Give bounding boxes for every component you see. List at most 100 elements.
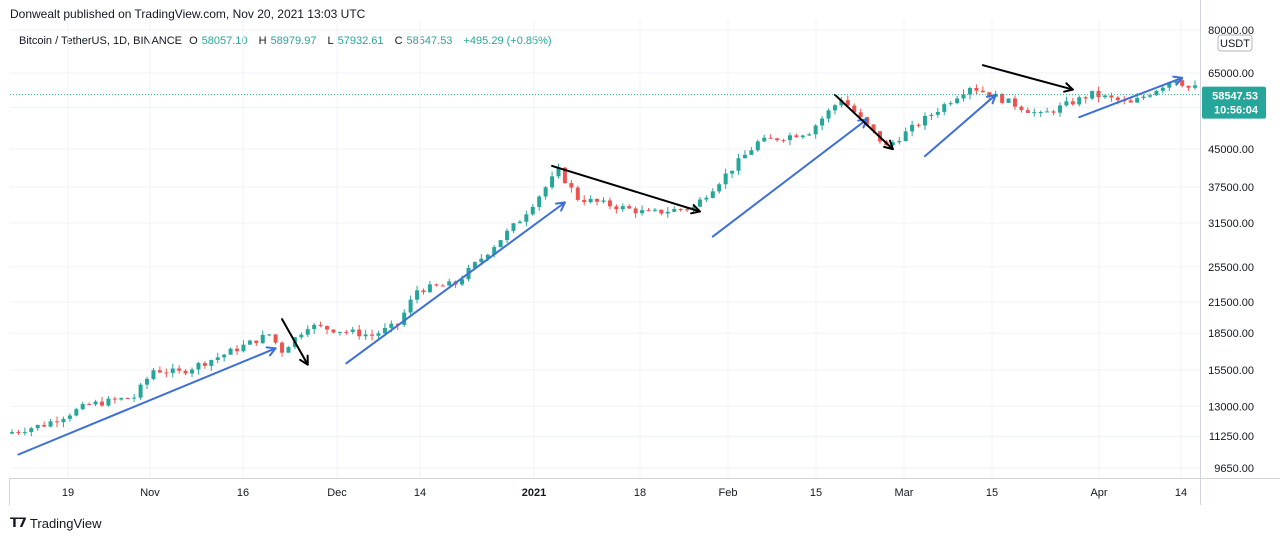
symbol-legend: Bitcoin / TetherUS, 1D, BINANCE O 58057.1… — [19, 35, 556, 47]
ohlc-low: L 57932.61 — [327, 35, 384, 47]
symbol-name[interactable]: Bitcoin / TetherUS, 1D, BINANCE — [19, 35, 183, 47]
candle-body — [1096, 90, 1101, 98]
candle-body — [363, 334, 368, 337]
candle-body — [839, 100, 844, 106]
candle-body — [575, 187, 580, 200]
candle-body — [337, 331, 342, 333]
candle-body — [170, 368, 175, 373]
candle-series — [10, 77, 1197, 437]
candle-body — [370, 334, 375, 336]
candle-body — [550, 176, 555, 188]
trend-arrow-line — [345, 201, 566, 365]
candle-body — [1038, 112, 1043, 114]
trend-arrow-head — [1063, 82, 1074, 93]
candle-body — [511, 223, 516, 231]
candle-body — [119, 398, 124, 400]
candle-body — [138, 384, 143, 398]
candle-body — [537, 196, 542, 207]
time-axis[interactable]: 19 Nov 16 Dec 14 2021 18 Feb 15 Mar 15 Apr 14 — [62, 487, 1187, 499]
candle-body — [29, 428, 34, 433]
candle-body — [505, 230, 510, 241]
candle-body — [980, 90, 985, 93]
candle-body — [260, 334, 265, 344]
x-tick-label: 15 — [986, 487, 998, 499]
price-change: +495.29 (+0.85%) — [463, 35, 552, 47]
publisher-caption: Donwealt published on TradingView.com, N… — [10, 7, 366, 21]
candle-body — [280, 342, 285, 353]
candle-body — [55, 421, 60, 423]
candle-body — [132, 397, 137, 399]
candle-body — [967, 87, 972, 95]
y-tick-label: 80000.00 — [1208, 25, 1254, 37]
candle-body — [209, 360, 214, 366]
candle-body — [916, 124, 921, 126]
candle-body — [942, 104, 947, 112]
candle-body — [749, 150, 754, 155]
candle-body — [1057, 105, 1062, 113]
candle-body — [87, 404, 92, 406]
trend-arrow-line — [923, 93, 997, 158]
trend-arrow-head — [299, 354, 309, 366]
candle-body — [517, 221, 522, 224]
candle-body — [93, 401, 98, 405]
candle-body — [1032, 112, 1037, 114]
candle-body — [1147, 95, 1152, 97]
candle-body — [691, 206, 696, 210]
candle-body — [1000, 94, 1005, 103]
candle-body — [890, 142, 895, 146]
candle-body — [331, 329, 336, 333]
candle-body — [492, 247, 497, 255]
currency-chip — [1217, 34, 1253, 52]
candle-body — [800, 135, 805, 138]
candle-body — [775, 138, 780, 141]
candle-body — [755, 141, 760, 151]
candle-body — [215, 357, 220, 361]
tradingview-brand[interactable]: 𝗧𝟳 TradingView — [10, 515, 101, 531]
candle-body — [556, 167, 561, 177]
candle-body — [820, 118, 825, 126]
x-tick-label: Mar — [895, 487, 914, 499]
candle-body — [910, 124, 915, 132]
candle-body — [794, 135, 799, 138]
candle-body — [595, 198, 600, 202]
candle-body — [106, 398, 111, 406]
y-tick-label: 13000.00 — [1208, 401, 1254, 413]
candle-body — [1012, 98, 1017, 107]
x-tick-label: 15 — [810, 487, 822, 499]
candle-body — [61, 418, 66, 423]
candle-body — [1090, 90, 1095, 99]
candle-body — [485, 254, 490, 259]
trend-arrow-head — [985, 93, 997, 105]
candle-body — [183, 370, 188, 374]
candle-body — [659, 209, 664, 214]
y-tick-label: 25500.00 — [1208, 262, 1254, 274]
candle-body — [382, 327, 387, 334]
candle-body — [1051, 111, 1056, 113]
ohlc-open: O 58057.10 — [189, 35, 248, 47]
candle-body — [562, 167, 567, 184]
candle-body — [48, 421, 53, 427]
candle-body — [787, 135, 792, 141]
currency-label: USDT — [1220, 38, 1250, 50]
y-tick-label: 18500.00 — [1208, 328, 1254, 340]
candle-body — [145, 378, 150, 385]
last-price-badge: 58547.53 10:56:04 USDT — [10, 34, 1266, 119]
trend-arrow-head — [690, 204, 701, 215]
candle-body — [318, 324, 323, 326]
y-tick-label: 45000.00 — [1208, 144, 1254, 156]
candle-body — [1019, 106, 1024, 111]
candle-body — [852, 105, 857, 113]
candle-body — [903, 131, 908, 142]
candle-body — [325, 325, 330, 330]
candle-body — [177, 368, 182, 371]
trend-arrow-line — [833, 93, 894, 151]
candle-body — [672, 209, 677, 212]
candle-body — [357, 329, 362, 337]
candle-body — [10, 432, 14, 434]
x-tick-label: 16 — [237, 487, 249, 499]
candle-body — [1083, 97, 1088, 99]
candle-body — [151, 370, 156, 379]
candle-body — [254, 340, 259, 344]
candle-body — [305, 329, 310, 335]
